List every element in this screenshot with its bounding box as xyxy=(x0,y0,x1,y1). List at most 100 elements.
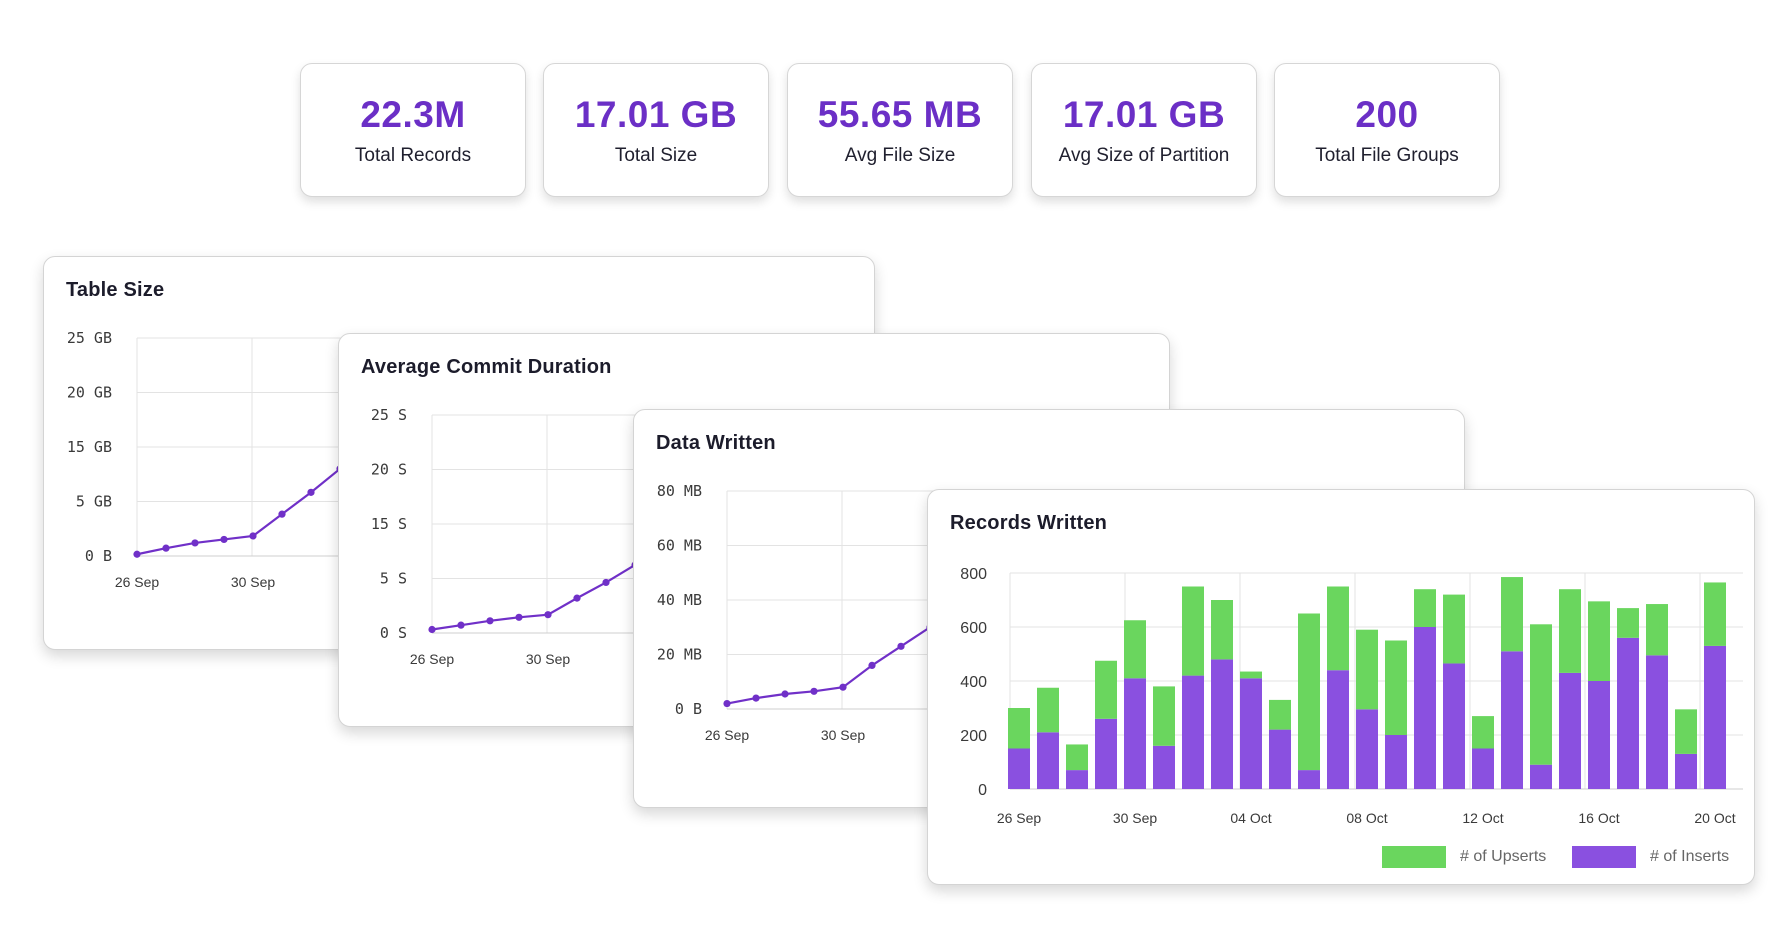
bar-upserts xyxy=(1356,629,1378,710)
bar-upserts xyxy=(1414,589,1436,627)
bar-upserts xyxy=(1095,660,1117,719)
data-point xyxy=(781,690,789,698)
legend-label: # of Upserts xyxy=(1460,848,1547,865)
bar-inserts xyxy=(1037,732,1059,789)
stat-card-total-records: 22.3M Total Records xyxy=(300,63,526,197)
stat-value: 17.01 GB xyxy=(574,93,738,135)
bar-upserts xyxy=(1385,640,1407,735)
records-written-panel: Records Written 0 200 400 600 800 26 Sep 30 Se… xyxy=(927,489,1755,885)
data-point xyxy=(602,578,610,587)
data-point xyxy=(307,488,315,496)
series-line xyxy=(726,626,931,705)
y-tick-label: 0 B xyxy=(675,700,702,718)
x-tick-label: 12 Oct xyxy=(1462,810,1503,826)
bar-inserts xyxy=(1501,651,1523,789)
x-tick-label: 30 Sep xyxy=(821,727,866,743)
bar-inserts xyxy=(1356,709,1378,789)
y-tick-label: 25 S xyxy=(371,406,407,424)
bar-upserts xyxy=(1675,709,1697,754)
stat-value: 17.01 GB xyxy=(1062,93,1226,135)
bar-inserts xyxy=(1153,745,1175,789)
stat-value: 55.65 MB xyxy=(817,93,983,135)
bar-inserts xyxy=(1617,637,1639,789)
x-tick-label: 16 Oct xyxy=(1578,810,1619,826)
bar-inserts xyxy=(1385,735,1407,789)
stat-label: Total Records xyxy=(354,144,472,166)
bar-inserts xyxy=(1443,663,1465,789)
bar-upserts xyxy=(1472,716,1494,749)
data-point xyxy=(868,661,876,669)
y-tick-label: 800 xyxy=(960,566,987,583)
x-tick-label: 20 Oct xyxy=(1694,810,1735,826)
data-point xyxy=(133,550,141,558)
bar-upserts xyxy=(1269,699,1291,730)
bar-inserts xyxy=(1530,764,1552,789)
bar-inserts xyxy=(1298,770,1320,789)
bar-inserts xyxy=(1704,645,1726,789)
stat-label: Total File Groups xyxy=(1315,144,1459,166)
bar-inserts xyxy=(1008,748,1030,789)
legend-inserts: # of Inserts xyxy=(1572,846,1729,868)
y-tick-label: 40 MB xyxy=(657,591,702,609)
y-tick-label: 5 S xyxy=(380,570,407,588)
data-point xyxy=(191,539,199,547)
panel-title: Table Size xyxy=(66,279,165,301)
x-tick-label: 26 Sep xyxy=(115,574,160,590)
bar-inserts xyxy=(1646,655,1668,789)
legend-swatch-upserts xyxy=(1382,846,1446,868)
data-point xyxy=(162,544,170,552)
panel-title: Average Commit Duration xyxy=(361,356,612,378)
bar-upserts xyxy=(1443,594,1465,664)
data-point xyxy=(220,535,228,544)
bar-upserts xyxy=(1240,671,1262,679)
data-point xyxy=(249,532,257,540)
stat-value: 22.3M xyxy=(360,93,466,135)
data-point xyxy=(752,694,760,702)
legend-swatch-inserts xyxy=(1572,846,1636,868)
bar-inserts xyxy=(1559,672,1581,789)
data-point xyxy=(457,621,465,629)
bar-upserts xyxy=(1617,608,1639,638)
data-point xyxy=(839,683,847,691)
y-tick-label: 80 MB xyxy=(657,482,702,500)
data-point xyxy=(544,611,552,619)
data-point xyxy=(486,617,494,625)
bar-upserts xyxy=(1588,601,1610,681)
x-tick-label: 26 Sep xyxy=(997,810,1042,826)
x-tick-label: 08 Oct xyxy=(1346,810,1387,826)
bar-upserts xyxy=(1530,624,1552,765)
bar-inserts xyxy=(1095,718,1117,789)
y-tick-label: 25 GB xyxy=(67,329,112,347)
legend-upserts: # of Upserts xyxy=(1382,846,1546,868)
bar-upserts xyxy=(1124,620,1146,679)
stat-label: Avg Size of Partition xyxy=(1058,144,1230,166)
y-tick-label: 600 xyxy=(960,620,987,637)
bar-inserts xyxy=(1211,659,1233,789)
y-tick-label: 0 S xyxy=(380,624,407,642)
y-tick-label: 400 xyxy=(960,674,987,691)
legend-label: # of Inserts xyxy=(1650,848,1730,865)
bar-upserts xyxy=(1501,577,1523,652)
bar-upserts xyxy=(1211,600,1233,660)
x-tick-label: 30 Sep xyxy=(1113,810,1158,826)
x-tick-label: 30 Sep xyxy=(526,651,571,667)
data-point xyxy=(897,642,905,650)
stat-label: Total Size xyxy=(614,144,698,166)
stat-value: 200 xyxy=(1355,93,1419,135)
y-tick-label: 200 xyxy=(960,728,987,745)
data-point xyxy=(428,625,436,634)
y-tick-label: 60 MB xyxy=(657,537,702,555)
y-tick-label: 20 GB xyxy=(67,384,112,402)
bar-inserts xyxy=(1269,729,1291,789)
bar-upserts xyxy=(1704,582,1726,646)
data-point xyxy=(278,510,286,518)
y-tick-label: 5 GB xyxy=(76,493,112,511)
bar-upserts xyxy=(1037,687,1059,733)
y-tick-label: 0 B xyxy=(85,547,112,565)
x-tick-label: 26 Sep xyxy=(410,651,455,667)
stat-card-avg-partition-size: 17.01 GB Avg Size of Partition xyxy=(1031,63,1257,197)
bar-inserts xyxy=(1240,678,1262,789)
data-point xyxy=(810,687,818,695)
bar-inserts xyxy=(1472,748,1494,789)
bar-upserts xyxy=(1066,744,1088,771)
